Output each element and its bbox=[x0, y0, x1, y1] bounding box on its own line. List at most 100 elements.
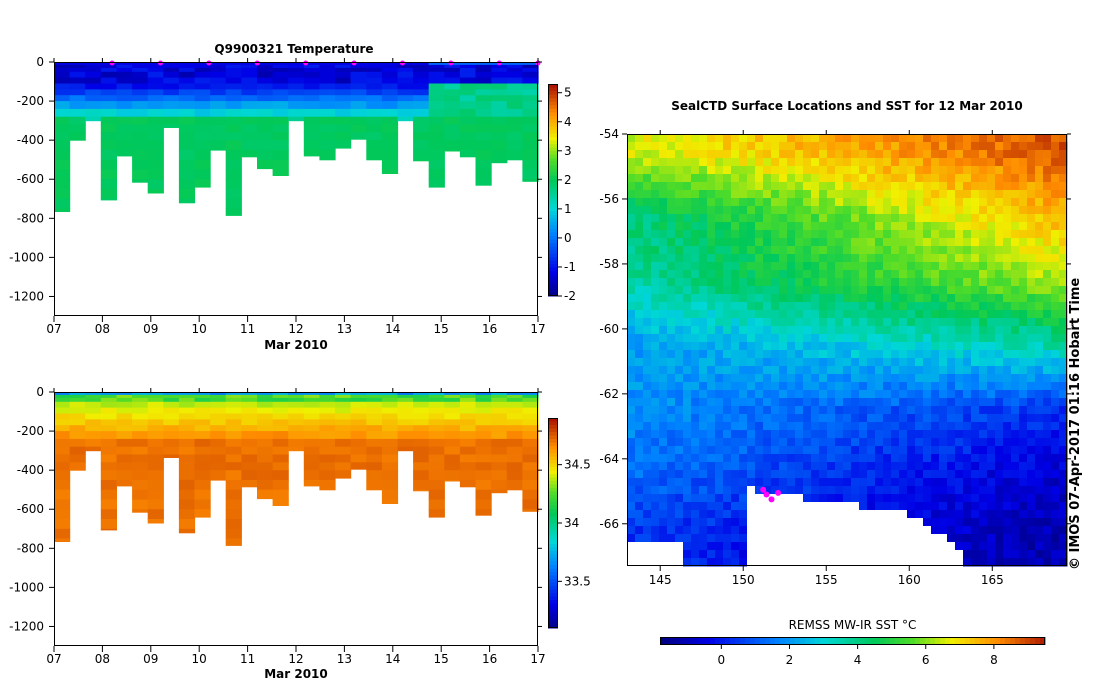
sst-cell bbox=[1043, 534, 1052, 543]
sst-cell bbox=[771, 502, 780, 511]
sst-cell bbox=[931, 214, 940, 223]
sst-cell bbox=[939, 310, 948, 319]
sst-cell bbox=[971, 198, 980, 207]
sst-cell bbox=[1035, 550, 1044, 559]
sst-cell bbox=[827, 302, 836, 311]
sst-cell bbox=[731, 278, 740, 287]
sst-cell bbox=[827, 430, 836, 439]
sst-cell bbox=[643, 142, 652, 151]
profile-cell bbox=[335, 413, 352, 420]
sst-cell bbox=[923, 262, 932, 271]
profile-cell bbox=[241, 108, 258, 118]
sst-cell bbox=[771, 366, 780, 375]
profile-cell bbox=[350, 401, 367, 409]
sst-cell bbox=[963, 406, 972, 415]
sst-cell bbox=[851, 510, 860, 519]
sst-cell bbox=[1059, 478, 1068, 487]
sst-cell bbox=[683, 542, 692, 551]
sst-cell bbox=[971, 262, 980, 271]
sst-colorbar-segment bbox=[665, 637, 671, 645]
sst-cell bbox=[747, 318, 756, 327]
profile-cell bbox=[257, 401, 274, 409]
profile-cell bbox=[54, 394, 71, 399]
sst-cell bbox=[1043, 222, 1052, 231]
sst-cell bbox=[899, 390, 908, 399]
profile-cell bbox=[132, 108, 149, 118]
sst-cell bbox=[811, 382, 820, 391]
sst-cell bbox=[1019, 406, 1028, 415]
sst-cell bbox=[947, 350, 956, 359]
sst-cell bbox=[963, 318, 972, 327]
x-tick-label: 08 bbox=[95, 652, 110, 666]
sst-cell bbox=[827, 350, 836, 359]
sst-cell bbox=[923, 198, 932, 207]
profile-cell bbox=[335, 95, 352, 102]
sst-cell bbox=[995, 326, 1004, 335]
profile-cell bbox=[257, 446, 274, 456]
sst-cell bbox=[635, 182, 644, 191]
profile-cell bbox=[100, 124, 117, 133]
sst-cell bbox=[883, 310, 892, 319]
profile-cell bbox=[475, 77, 492, 85]
sst-cell bbox=[627, 142, 636, 151]
sst-cell bbox=[803, 190, 812, 199]
sst-cell bbox=[803, 470, 812, 479]
sst-cell bbox=[851, 262, 860, 271]
sst-cell bbox=[763, 318, 772, 327]
sst-cell bbox=[739, 342, 748, 351]
sst-cell bbox=[627, 558, 636, 567]
x-tick-label: 12 bbox=[288, 652, 303, 666]
sst-cell bbox=[795, 502, 804, 511]
sst-cell bbox=[731, 222, 740, 231]
sst-cell bbox=[659, 438, 668, 447]
sst-cell bbox=[907, 334, 916, 343]
sst-cell bbox=[1003, 430, 1012, 439]
profile-cell bbox=[319, 401, 336, 409]
colorbar-segment bbox=[548, 596, 558, 601]
sst-cell bbox=[643, 350, 652, 359]
sst-cell bbox=[651, 198, 660, 207]
sst-cell bbox=[787, 550, 796, 559]
sst-cell bbox=[771, 542, 780, 551]
colorbar-segment bbox=[548, 516, 558, 520]
profile-cell bbox=[319, 454, 336, 463]
profile-cell bbox=[381, 479, 399, 491]
sst-cell bbox=[859, 334, 868, 343]
sst-cell bbox=[827, 198, 836, 207]
profile-cell bbox=[116, 413, 133, 420]
sst-cell bbox=[875, 494, 884, 503]
profile-cell bbox=[288, 425, 305, 432]
sst-cell bbox=[915, 150, 924, 159]
profile-cell bbox=[491, 397, 508, 403]
sst-cell bbox=[979, 214, 988, 223]
profile-cell bbox=[178, 71, 196, 79]
sst-cell bbox=[731, 190, 740, 199]
profile-cell bbox=[506, 446, 523, 456]
sst-cell bbox=[715, 238, 724, 247]
profile-cell bbox=[444, 413, 461, 420]
sst-cell bbox=[987, 454, 996, 463]
profile-cell bbox=[132, 64, 149, 69]
sst-cell bbox=[835, 174, 844, 183]
sst-cell bbox=[907, 134, 916, 143]
sst-cell bbox=[995, 214, 1004, 223]
colorbar-segment bbox=[548, 453, 558, 457]
sst-cell bbox=[1019, 518, 1028, 527]
sst-cell bbox=[1011, 278, 1020, 287]
sst-cell bbox=[971, 526, 980, 535]
profile-cell bbox=[522, 393, 539, 396]
temperature-x-caption: Mar 2010 bbox=[264, 338, 328, 352]
y-tick-label: 0 bbox=[36, 55, 44, 69]
sst-cell bbox=[683, 414, 692, 423]
sst-cell bbox=[699, 366, 708, 375]
sst-cell bbox=[875, 206, 884, 215]
sst-cell bbox=[875, 406, 884, 415]
profile-cell bbox=[522, 438, 539, 448]
sst-cell bbox=[1059, 302, 1068, 311]
profile-cell bbox=[116, 71, 133, 79]
profile-cell bbox=[522, 462, 539, 471]
profile-cell bbox=[69, 124, 86, 133]
sst-cell bbox=[1051, 518, 1060, 527]
sst-cell bbox=[651, 238, 660, 247]
sst-cell bbox=[843, 262, 852, 271]
